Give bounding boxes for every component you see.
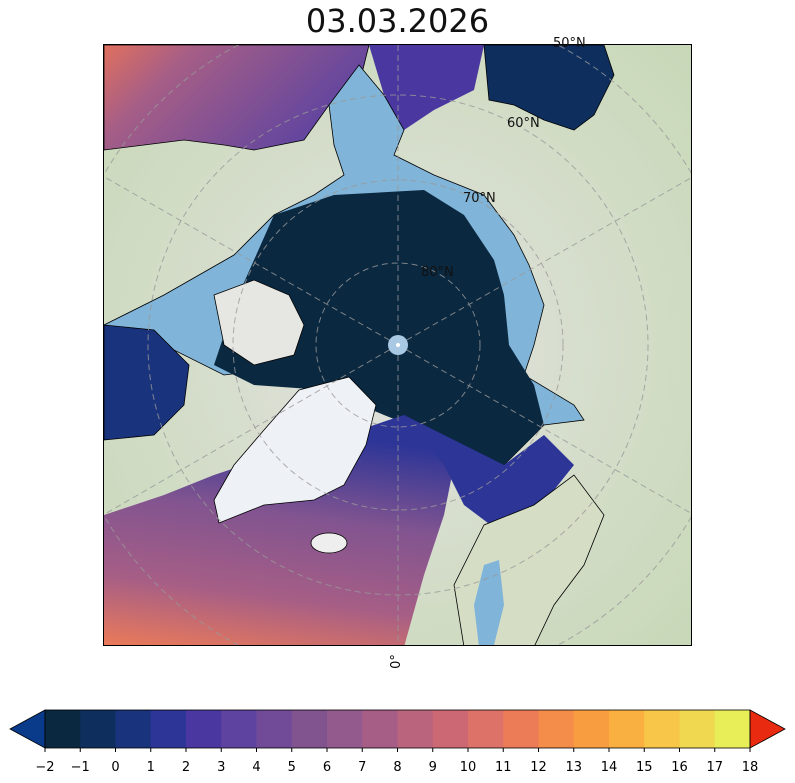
colorbar-tick-label: 0 <box>111 760 119 775</box>
colorbar-ticks: −2 −1 0 1 2 3 4 5 6 7 8 9 10 11 12 13 14 15 16 17 18 <box>35 748 758 775</box>
pole-dot <box>396 343 400 347</box>
colorbar-segments <box>45 710 751 748</box>
lat-label-70: 70°N <box>463 191 496 206</box>
colorbar-segment <box>573 710 610 748</box>
north-atlantic <box>104 415 454 645</box>
colorbar-tick-label: 14 <box>601 760 618 775</box>
colorbar-tick-label: 11 <box>495 760 512 775</box>
colorbar-tick-label: 1 <box>147 760 155 775</box>
colorbar-segment <box>327 710 363 748</box>
hudson-bay <box>104 324 190 441</box>
lat-label-60: 60°N <box>507 116 540 131</box>
colorbar-segment <box>714 710 751 748</box>
colorbar-segment <box>538 710 575 748</box>
colorbar-over-triangle <box>749 709 786 749</box>
colorbar-tick-label: 2 <box>182 760 190 775</box>
colorbar-under-triangle <box>9 709 46 749</box>
colorbar-tick-label: 12 <box>530 760 547 775</box>
colorbar-tick-label: 6 <box>323 760 331 775</box>
colorbar-segment <box>644 710 680 748</box>
lat-label-50: 50°N <box>553 36 586 51</box>
colorbar-segment <box>150 710 187 748</box>
colorbar-tick-label: −2 <box>35 760 54 775</box>
colorbar-segment <box>291 710 328 748</box>
colorbar-tick-label: −1 <box>71 760 90 775</box>
iceland <box>310 532 348 554</box>
sea-of-okhotsk <box>483 45 615 131</box>
colorbar-segment <box>115 710 152 748</box>
greenland <box>213 376 377 524</box>
colorbar-segment <box>679 710 716 748</box>
colorbar-tick-label: 5 <box>288 760 296 775</box>
colorbar: −2 −1 0 1 2 3 4 5 6 7 8 9 10 11 12 13 14 15 16 17 18 <box>9 709 786 775</box>
polar-map <box>103 44 692 646</box>
colorbar-segment <box>609 710 645 748</box>
colorbar-segment <box>468 710 504 748</box>
colorbar-segment <box>397 710 434 748</box>
colorbar-tick-label: 18 <box>742 760 759 775</box>
lat-label-80: 80°N <box>421 265 454 280</box>
colorbar-segment <box>503 710 539 748</box>
colorbar-tick-label: 4 <box>252 760 260 775</box>
colorbar-segment <box>432 710 469 748</box>
colorbar-segment <box>362 710 398 748</box>
colorbar-tick-label: 13 <box>565 760 582 775</box>
colorbar-tick-label: 7 <box>358 760 366 775</box>
colorbar-segment <box>80 710 116 748</box>
colorbar-segment <box>256 710 293 748</box>
colorbar-tick-label: 10 <box>460 760 477 775</box>
colorbar-segment <box>45 710 81 748</box>
colorbar-tick-label: 3 <box>217 760 225 775</box>
map-canvas <box>104 45 691 645</box>
colorbar-tick-label: 8 <box>393 760 401 775</box>
colorbar-segment <box>221 710 257 748</box>
colorbar-tick-label: 9 <box>429 760 437 775</box>
colorbar-segment <box>186 710 222 748</box>
canadian-archipelago <box>213 279 305 366</box>
map-title: 03.03.2026 <box>305 2 490 40</box>
colorbar-tick-label: 15 <box>636 760 653 775</box>
baltic-sea <box>474 560 504 645</box>
colorbar-tick-label: 16 <box>671 760 688 775</box>
norwegian-barents-sea <box>404 415 574 535</box>
lon-label-0: 0° <box>388 654 404 669</box>
colorbar-tick-label: 17 <box>706 760 723 775</box>
